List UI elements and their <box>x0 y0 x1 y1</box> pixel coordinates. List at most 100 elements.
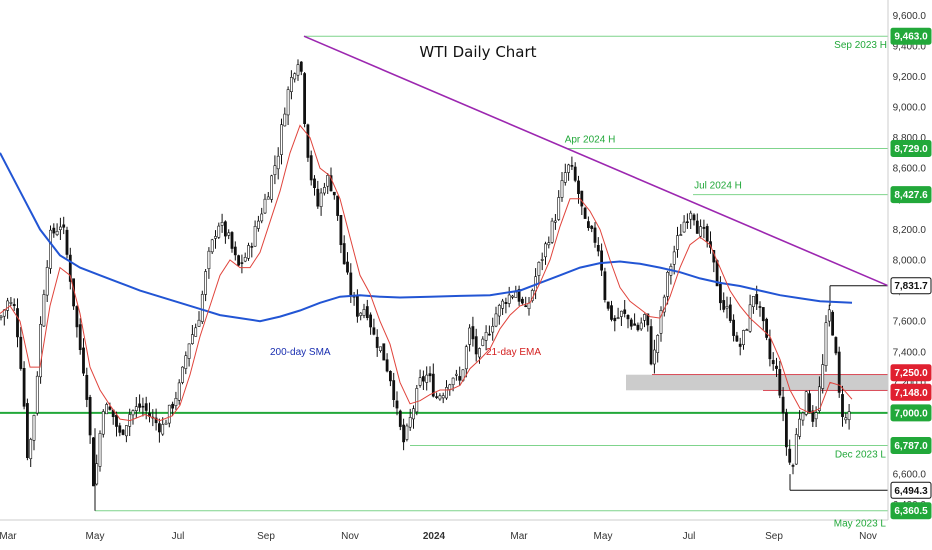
candle-body <box>735 335 739 342</box>
candle <box>101 409 105 438</box>
candle <box>487 325 491 336</box>
level-note: Apr 2024 H <box>565 135 616 146</box>
candle <box>299 61 303 76</box>
candle-body <box>154 417 158 424</box>
candle <box>25 398 29 461</box>
candle-body <box>313 178 316 188</box>
candle-body <box>45 267 49 296</box>
candle <box>745 328 749 332</box>
candle <box>765 317 769 341</box>
candle <box>676 226 679 258</box>
candle <box>227 229 231 240</box>
candle <box>289 70 293 100</box>
candle <box>735 331 739 342</box>
candle-body <box>445 387 448 399</box>
candle-body <box>544 243 547 258</box>
candle-body <box>821 364 825 389</box>
candle-body <box>253 226 257 247</box>
candle <box>52 223 56 238</box>
candle-body <box>728 304 732 321</box>
candle <box>362 303 366 319</box>
candle <box>504 297 508 314</box>
candle-body <box>583 207 587 219</box>
candle-body <box>590 225 594 229</box>
candle <box>593 222 597 248</box>
candle-body <box>121 429 125 435</box>
candle <box>65 226 69 259</box>
candle-body <box>92 437 95 487</box>
candle <box>649 319 653 366</box>
candle-body <box>233 246 237 256</box>
candle <box>372 318 376 336</box>
candle-body <box>49 229 52 269</box>
candle-body <box>761 307 765 322</box>
candle <box>392 372 396 408</box>
candle-body <box>362 309 366 316</box>
candle-body <box>125 425 128 437</box>
candle-body <box>332 191 336 196</box>
candle-body <box>758 306 762 308</box>
candle-body <box>827 309 831 322</box>
candle <box>177 379 181 405</box>
candle <box>501 298 505 315</box>
candle-body <box>138 403 142 408</box>
candle <box>702 219 706 239</box>
candle-body <box>408 417 412 428</box>
price-box-text: 7,250.0 <box>894 368 928 379</box>
candle-body <box>507 294 511 304</box>
candle <box>247 242 250 261</box>
candle-body <box>266 196 270 200</box>
candle <box>286 86 290 125</box>
candle <box>421 370 425 390</box>
candle-body <box>679 234 683 236</box>
candle-body <box>659 309 663 334</box>
candle <box>685 213 689 229</box>
candle <box>610 300 613 322</box>
candle <box>82 338 85 376</box>
candle <box>85 367 89 408</box>
candle-body <box>593 227 597 243</box>
candle-body <box>283 113 287 127</box>
candle <box>699 219 703 239</box>
candle-body <box>299 61 303 72</box>
price-box-text: 7,000.0 <box>894 408 928 419</box>
candle-body <box>573 166 577 181</box>
candle <box>623 300 627 318</box>
candle <box>613 315 617 332</box>
candle-body <box>699 226 703 237</box>
candle-body <box>527 302 531 310</box>
candle <box>544 241 547 265</box>
candle-body <box>25 403 29 458</box>
candle-body <box>623 309 627 314</box>
candle <box>844 412 848 424</box>
candle-body <box>402 424 406 443</box>
candle <box>204 269 208 302</box>
candle <box>29 437 33 467</box>
candle-body <box>478 348 481 358</box>
candle <box>412 405 415 429</box>
price-box-bg <box>890 27 932 45</box>
candle-body <box>705 226 709 242</box>
price-box-text: 6,787.0 <box>894 441 928 452</box>
candle-body <box>39 323 43 378</box>
candle-body <box>577 180 580 194</box>
candle <box>517 285 521 306</box>
candle-body <box>610 305 613 320</box>
candle <box>316 180 320 209</box>
candle <box>808 390 811 414</box>
price-box-64943: 6,494.3 <box>890 481 932 499</box>
candle <box>405 423 409 442</box>
candle-body <box>280 124 283 155</box>
candle-body <box>118 425 122 433</box>
candle <box>58 217 62 240</box>
candle <box>511 294 514 300</box>
candle <box>200 290 204 324</box>
candle <box>428 366 432 383</box>
candle <box>484 325 488 351</box>
candle <box>722 292 726 313</box>
candle-body <box>388 370 392 382</box>
y-tick-label: 9,200.0 <box>893 72 927 83</box>
candle <box>339 215 343 254</box>
candle-body <box>722 300 726 310</box>
candle <box>75 305 79 338</box>
